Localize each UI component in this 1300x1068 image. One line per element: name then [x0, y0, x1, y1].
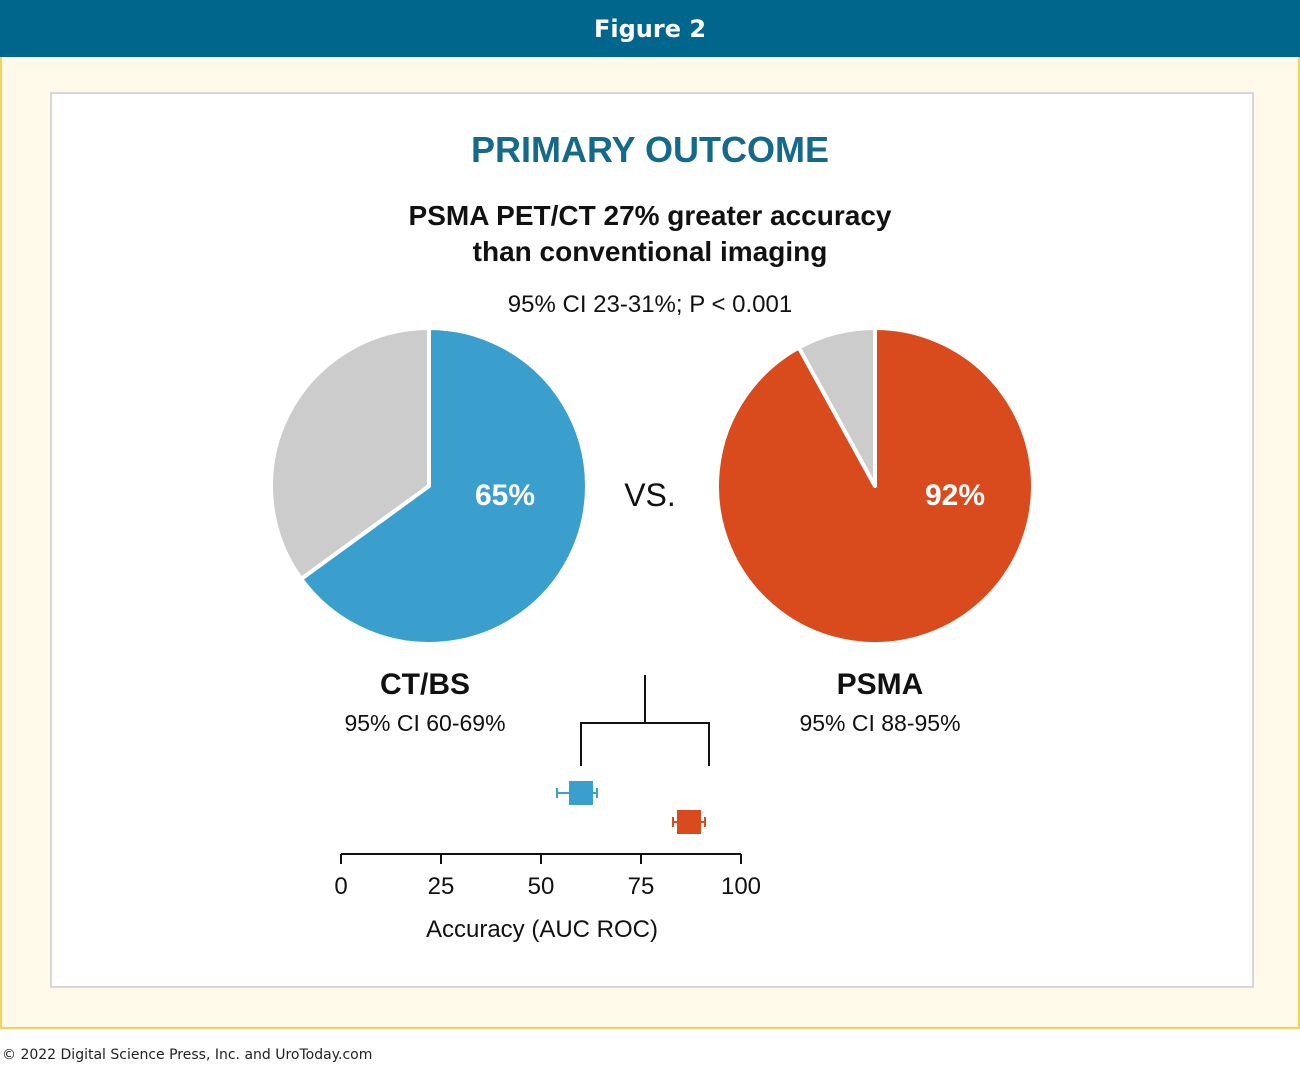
forest-point-psma [677, 810, 701, 834]
pie-ctbs-name: CT/BS [380, 668, 470, 701]
chart-panel [50, 92, 1254, 988]
forest-xlabel: Accuracy (AUC ROC) [426, 916, 658, 943]
stats-note: 95% CI 23-31%; P < 0.001 [508, 291, 792, 318]
forest-tick-label-25: 25 [428, 873, 455, 900]
chart-subtitle-line-1: PSMA PET/CT 27% greater accuracy [409, 200, 892, 231]
copyright-footer: © 2022 Digital Science Press, Inc. and U… [2, 1047, 373, 1063]
forest-plot: 0 25 50 75 100 [334, 675, 761, 900]
figure-header: Figure 2 [0, 0, 1300, 57]
pie-psma-ci: 95% CI 88-95% [799, 710, 960, 736]
pie-psma [715, 326, 1035, 646]
pie-psma-value-label: 92% [925, 479, 985, 512]
comparison-bracket [580, 675, 710, 766]
pie-ctbs-remainder-slice [269, 326, 431, 581]
vs-label: VS. [624, 477, 676, 513]
forest-tick-label-50: 50 [528, 873, 555, 900]
pie-ctbs [269, 326, 589, 646]
forest-tick-label-0: 0 [334, 873, 347, 900]
forest-point-ctbs [569, 781, 593, 805]
pie-psma-remainder-slice [796, 326, 877, 488]
chart-title: PRIMARY OUTCOME [471, 129, 829, 170]
forest-tick-label-75: 75 [628, 873, 655, 900]
pie-psma-name: PSMA [837, 668, 924, 701]
figure-title: Figure 2 [593, 14, 707, 43]
chart-subtitle-line-2: than conventional imaging [473, 236, 828, 267]
forest-tick-label-100: 100 [721, 873, 761, 900]
pie-ctbs-value-slice [299, 326, 589, 646]
pie-ctbs-value-label: 65% [475, 479, 535, 512]
pie-ctbs-ci: 95% CI 60-69% [344, 710, 505, 736]
